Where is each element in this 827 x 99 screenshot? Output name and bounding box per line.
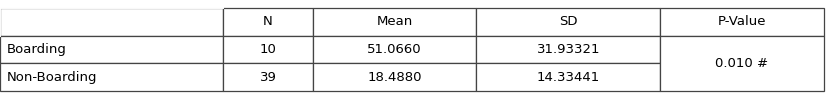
Text: N: N <box>263 15 273 28</box>
Bar <box>476 36 659 63</box>
Bar <box>223 63 313 91</box>
Text: 51.0660: 51.0660 <box>367 43 422 56</box>
Bar <box>223 8 313 36</box>
Text: 18.4880: 18.4880 <box>367 71 421 84</box>
Bar <box>313 36 476 63</box>
Bar <box>476 8 659 36</box>
Bar <box>0 36 223 63</box>
Bar <box>0 63 223 91</box>
Text: 14.33441: 14.33441 <box>536 71 600 84</box>
Text: Non-Boarding: Non-Boarding <box>7 71 97 84</box>
Bar <box>0 8 223 36</box>
Text: SD: SD <box>558 15 576 28</box>
Text: 39: 39 <box>259 71 276 84</box>
Text: 0.010 #: 0.010 # <box>715 57 767 70</box>
Text: P-Value: P-Value <box>717 15 765 28</box>
Text: 31.93321: 31.93321 <box>536 43 600 56</box>
Text: Boarding: Boarding <box>7 43 66 56</box>
Bar <box>659 8 823 36</box>
Bar <box>223 36 313 63</box>
Bar <box>313 63 476 91</box>
Text: Mean: Mean <box>376 15 412 28</box>
Text: 10: 10 <box>259 43 276 56</box>
Bar <box>659 36 823 91</box>
Bar <box>313 8 476 36</box>
Bar <box>476 63 659 91</box>
